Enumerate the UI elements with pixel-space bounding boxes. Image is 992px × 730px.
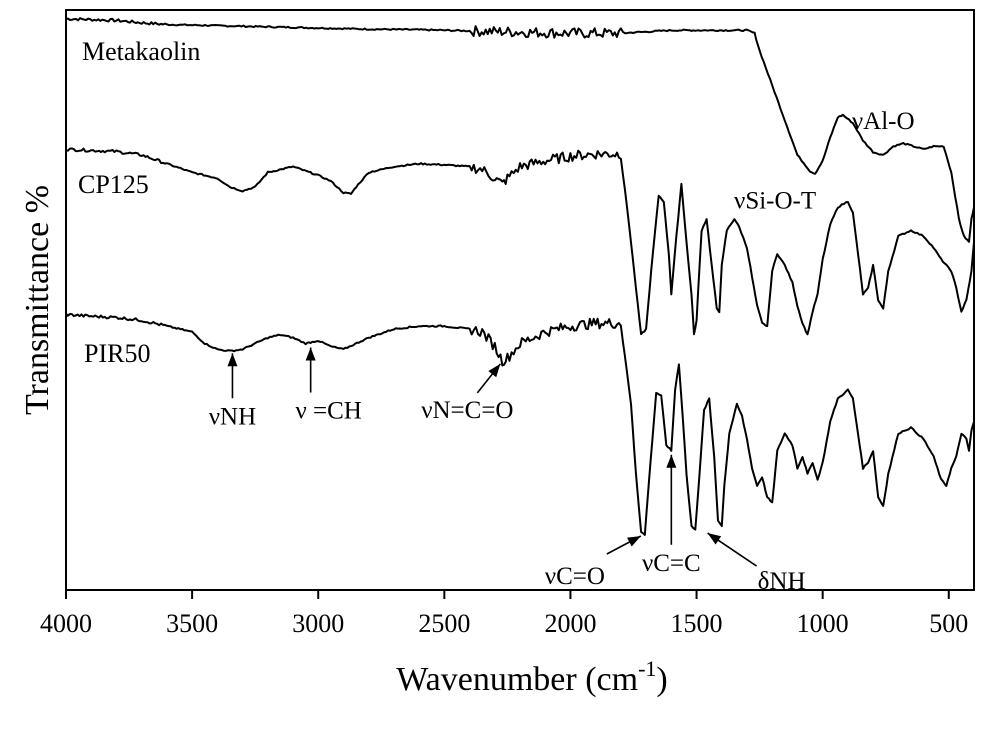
annotation-6-label: νSi-O-T <box>734 188 816 215</box>
series-label-metakaolin: Metakaolin <box>82 37 200 66</box>
series-line-cp125 <box>65 147 975 336</box>
annotation-4-label: νC=C <box>642 550 701 577</box>
x-axis-title: Wavenumber (cm-1) <box>396 656 667 698</box>
x-axis-title-sup: -1 <box>638 656 656 681</box>
x-tick-label-3000: 3000 <box>292 609 344 638</box>
plot-frame <box>65 9 975 591</box>
x-axis-title-close: ) <box>656 661 667 698</box>
annotation-layer: νNH ν =CH νN=C=O νC=O νC=C δNH νSi-O-T νAl-O <box>209 108 915 595</box>
annotation-1-arrow-head <box>305 347 316 361</box>
annotation-3-label: νC=O <box>545 563 605 590</box>
x-tick-label-3500: 3500 <box>166 609 218 638</box>
y-axis-title: Transmittance % <box>19 185 56 415</box>
annotation-0-arrow-head <box>227 353 238 367</box>
series-line-metakaolin <box>65 17 975 243</box>
x-tick-label-1500: 1500 <box>671 609 723 638</box>
annotation-1-label: ν =CH <box>295 398 361 425</box>
annotation-7-label: νAl-O <box>852 108 915 135</box>
x-tick-label-2500: 2500 <box>418 609 470 638</box>
annotation-2-label: νN=C=O <box>421 397 513 424</box>
series-layer <box>65 17 975 536</box>
annotation-5-label: δNH <box>758 568 806 595</box>
annotation-5-arrow-head <box>707 533 722 545</box>
x-tick-label-1000: 1000 <box>797 609 849 638</box>
x-axis-ticks: 4000 3500 3000 2500 2000 1500 1000 500 <box>40 590 968 638</box>
annotation-3-arrow-head <box>627 536 641 547</box>
x-tick-label-500: 500 <box>929 609 968 638</box>
x-axis-title-main: Wavenumber (cm <box>396 661 638 698</box>
annotation-2-arrow-head <box>488 363 501 378</box>
series-label-cp125: CP125 <box>78 170 149 199</box>
annotation-4-arrow-head <box>666 454 677 468</box>
annotation-0-label: νNH <box>209 403 256 430</box>
x-tick-label-4000: 4000 <box>40 609 92 638</box>
series-line-pir50 <box>65 313 975 536</box>
series-label-pir50: PIR50 <box>84 339 150 368</box>
x-tick-label-2000: 2000 <box>544 609 596 638</box>
